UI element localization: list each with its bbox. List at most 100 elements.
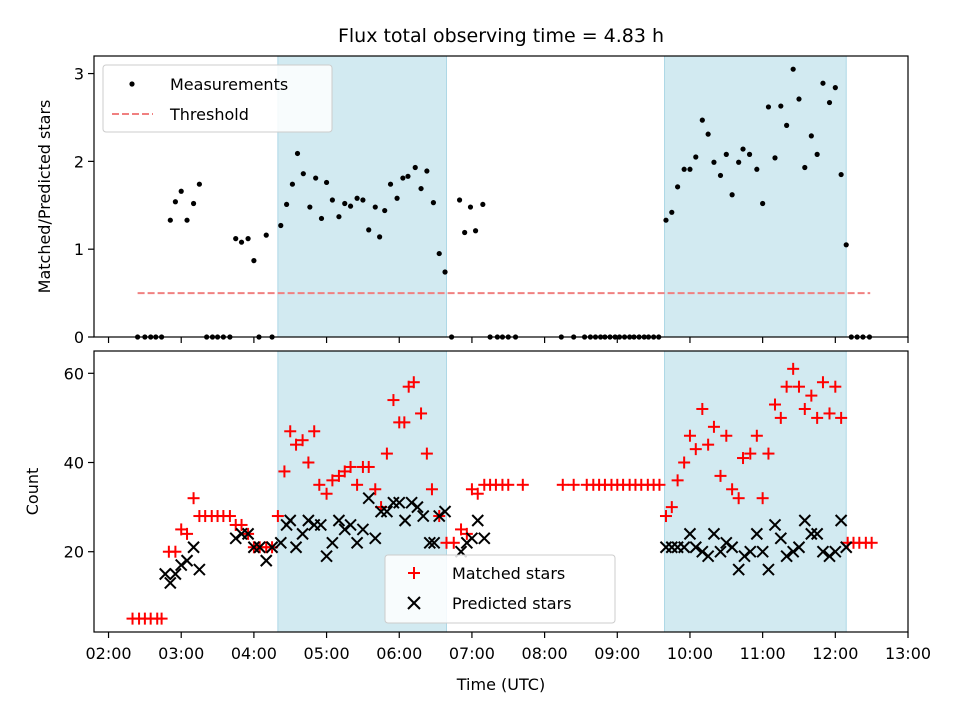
- matched-star-point: [720, 429, 733, 442]
- x-tick-label: 10:00: [667, 644, 713, 663]
- measurement-point: [382, 207, 388, 214]
- measurement-point: [167, 217, 173, 223]
- matched-star-point: [407, 376, 420, 389]
- measurement-point: [400, 175, 406, 181]
- ratio-y-tick-label: 3: [74, 65, 84, 84]
- measurement-point: [669, 209, 675, 215]
- matched-star-point: [659, 510, 672, 523]
- matched-star-point: [750, 429, 763, 442]
- x-tick-label: 11:00: [740, 644, 786, 663]
- measurement-point: [693, 154, 699, 160]
- measurement-point: [283, 201, 290, 208]
- predicted-star-point: [296, 527, 309, 541]
- measurement-point: [405, 173, 411, 179]
- measurement-point: [251, 258, 257, 264]
- predicted-star-point: [701, 549, 715, 563]
- predicted-star-point: [247, 541, 261, 554]
- matched-star-point: [187, 492, 200, 505]
- predicted-star-point: [187, 541, 200, 554]
- measurement-point: [717, 172, 724, 179]
- count-legend: Matched stars Predicted stars: [384, 554, 616, 624]
- predicted-star-point: [659, 541, 673, 554]
- ratio-y-tick-label: 2: [74, 152, 84, 171]
- predicted-star-point: [683, 527, 697, 541]
- matched-star-point: [326, 474, 339, 487]
- predicted-star-point: [689, 541, 702, 554]
- measurement-point: [190, 200, 197, 207]
- x-axis-label: Time (UTC): [456, 675, 545, 694]
- matched-star-point: [380, 447, 393, 460]
- predicted-star-point: [320, 549, 333, 563]
- matched-star-point: [811, 411, 824, 424]
- measurement-point: [430, 200, 437, 206]
- legend-matched-label: Matched stars: [452, 564, 565, 583]
- predicted-star-point: [350, 536, 364, 550]
- predicted-star-point: [423, 536, 436, 550]
- matched-star-point: [823, 407, 836, 420]
- x-tick-label: 08:00: [522, 644, 568, 663]
- matched-star-point: [732, 492, 745, 505]
- measurement-point: [723, 151, 729, 157]
- measurement-point: [289, 181, 296, 187]
- matched-star-point: [774, 411, 787, 424]
- matched-star-point: [290, 438, 303, 451]
- predicted-star-point: [810, 527, 824, 541]
- matched-star-point: [678, 456, 691, 469]
- matched-star-point: [792, 380, 805, 393]
- predicted-star-point: [756, 545, 769, 558]
- matched-star-point: [707, 420, 720, 433]
- predicted-star-point: [193, 563, 206, 576]
- measurement-point: [263, 232, 269, 238]
- predicted-star-point: [750, 527, 764, 541]
- measurement-point: [294, 150, 301, 157]
- predicted-star-point: [274, 536, 287, 550]
- measurement-point: [456, 197, 463, 203]
- predicted-star-point: [344, 518, 357, 532]
- measurement-point: [711, 159, 717, 165]
- matched-star-point: [556, 478, 569, 491]
- measurement-point: [832, 85, 838, 91]
- predicted-star-point: [774, 532, 788, 545]
- predicted-star-point: [744, 545, 757, 558]
- predicted-star-point: [393, 496, 406, 509]
- predicted-star-point: [411, 500, 424, 514]
- measurement-point: [184, 217, 190, 223]
- predicted-star-point: [241, 527, 255, 541]
- matched-star-point: [313, 478, 326, 491]
- predicted-star-point: [369, 532, 382, 545]
- predicted-star-point: [805, 527, 818, 541]
- matched-star-point: [320, 487, 333, 500]
- predicted-star-point: [417, 509, 430, 523]
- count-y-tick-label: 40: [64, 454, 84, 473]
- matched-star-point: [702, 438, 715, 451]
- measurement-point: [814, 151, 820, 157]
- ratio-y-tick-label: 0: [74, 328, 84, 347]
- matched-star-point: [296, 434, 309, 447]
- matched-star-point: [762, 447, 775, 460]
- measurement-point: [178, 188, 184, 194]
- matched-star-point: [302, 456, 315, 469]
- matched-star-point: [696, 402, 709, 415]
- measurement-point: [462, 229, 468, 236]
- measurement-point: [342, 200, 348, 207]
- matched-star-point: [369, 483, 382, 496]
- measurement-point: [307, 204, 313, 210]
- matched-star-point: [471, 487, 484, 500]
- measurement-point: [736, 159, 742, 165]
- x-tick-label: 07:00: [449, 644, 495, 663]
- measurement-point: [196, 181, 202, 187]
- legend-predicted-label: Predicted stars: [452, 594, 572, 613]
- predicted-star-point: [471, 514, 484, 527]
- count-y-tick-label: 20: [64, 543, 84, 562]
- matched-star-point: [447, 536, 460, 549]
- matched-star-point: [805, 389, 818, 402]
- measurement-point: [796, 96, 802, 102]
- matched-star-point: [351, 478, 364, 491]
- matched-star-point: [415, 407, 428, 420]
- measurement-point: [843, 242, 849, 248]
- predicted-star-point: [265, 541, 279, 554]
- matched-star-point: [768, 398, 781, 411]
- measurement-point: [318, 215, 325, 222]
- measurement-point: [323, 179, 330, 186]
